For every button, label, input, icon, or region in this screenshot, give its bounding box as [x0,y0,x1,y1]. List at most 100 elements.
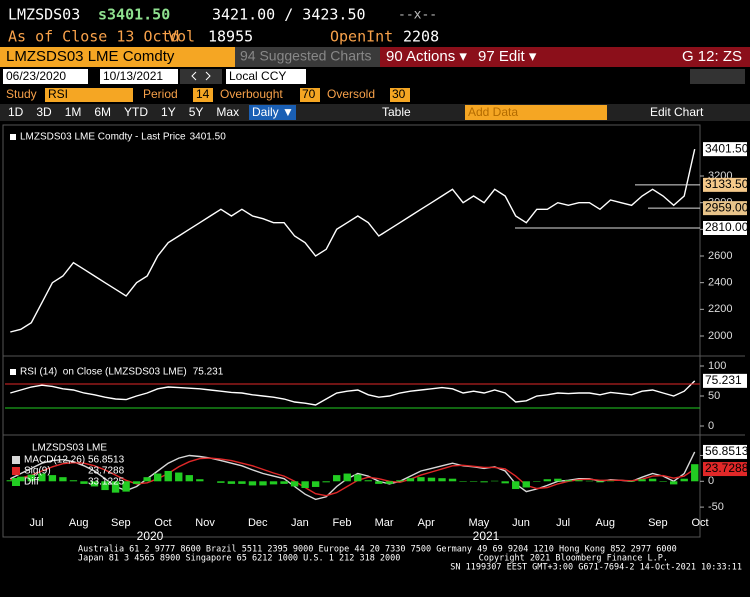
diff-bar [627,481,636,482]
axis-value-box [703,177,747,192]
diff-bar [238,481,246,484]
axis-value-box [703,221,747,235]
diff-bar [385,481,394,484]
footer-line: Japan 81 3 4565 8900 Singapore 65 6212 1… [78,554,400,564]
diff-bar [69,480,78,482]
range-button[interactable]: 6M [94,105,111,119]
menu-bar [380,47,750,67]
diff-bar [438,478,446,482]
diff-bar [501,481,509,484]
security: LMZSDS03 LME Comdty [6,48,175,65]
diff-bar [564,480,573,482]
axis-value-label: 23.7288 [705,461,749,475]
legend-label: Sig(9) [24,466,51,477]
end-date-box[interactable] [100,69,178,84]
legend-swatch [10,134,16,140]
study-box[interactable] [45,88,133,102]
range-button[interactable]: 1M [65,105,82,119]
diff-bar [648,478,657,482]
x-tick-label: Oct [691,517,708,529]
range-button[interactable]: 1Y [161,105,176,119]
legend-label: LMZSDS03 LME Comdty - Last Price [20,132,186,143]
range-button[interactable]: YTD [124,105,148,119]
bid-ask: 3421.00 / 3423.50 [212,6,366,24]
x-tick-label: Jun [512,517,530,529]
axis-value-label: 56.8513 [705,444,749,458]
diff-bar [48,475,57,482]
x-tick-label: Sep [111,517,131,529]
start-date: 06/23/2020 [6,69,66,83]
diff-bar [343,473,351,482]
diff-bar [543,479,551,482]
series-line [10,148,696,333]
start-date-box[interactable] [3,69,88,84]
diff-bar [512,481,520,490]
diff-bar [406,478,415,482]
y-tick-label: 100 [708,360,726,372]
y-tick-label: 2200 [708,303,732,315]
diff-bar [122,481,130,492]
x-tick-label: Jan [291,517,309,529]
range-button[interactable]: 1D [8,105,24,119]
diff-bar [417,477,425,482]
diff-bar [480,481,488,483]
diff-bar [196,479,204,482]
ticker: LMZSDS03 [8,6,80,24]
diff-bar [269,481,278,485]
edit[interactable]: 97 Edit ▾ [478,48,537,65]
last-price: s3401.50 [98,6,170,24]
diff-bar [101,481,109,491]
frequency-box[interactable] [249,105,296,120]
suggested-box[interactable] [235,47,380,67]
chart-frame [2,124,701,538]
x-tick-label: Oct [154,517,171,529]
x-tick-label: Sep [648,517,668,529]
x-tick-label: Nov [195,517,215,529]
axis-value-label: 3401.50 [705,141,749,155]
diff-bar [143,477,151,482]
table-button[interactable]: Table [382,105,411,119]
range-button[interactable]: Max [216,105,239,119]
y-tick-label: 0 [708,420,714,432]
diff-bar [375,481,383,484]
charts: 2000220024002600280030003200LMZSDS03 LME… [5,132,749,529]
diff-bar [90,481,99,487]
range-button[interactable]: 3D [36,105,52,119]
diff-bar [164,470,172,482]
diff-bar [396,480,404,482]
diff-bar [469,481,478,482]
diff-bar [448,478,457,482]
overbought-box[interactable] [300,88,320,102]
diff-bar [575,480,583,482]
diff-bar [154,473,162,482]
add-data-box[interactable] [465,105,607,120]
currency: Local CCY [229,69,286,83]
undo-buttons[interactable] [690,69,745,84]
year-label: 2021 [473,529,500,543]
period-box[interactable] [193,88,213,102]
diff-bar [185,475,193,482]
currency-box[interactable] [226,69,306,84]
edit-chart[interactable]: Edit Chart [650,105,704,119]
nav-buttons[interactable] [180,69,222,84]
range-button[interactable]: 5Y [189,105,204,119]
x-tick-label: Dec [248,517,268,529]
axis-value-label: 3133.50 [705,177,749,191]
x-tick-label: Jul [556,517,570,529]
security-box[interactable] [0,47,235,67]
legend-label: MACD(12,26) [24,455,85,466]
diff-bar [459,481,467,482]
oversold-box[interactable] [390,88,410,102]
study-label: Study [6,87,37,101]
diff-bar [364,480,372,482]
diff-bar [322,481,330,483]
axis-value-label: 2810.00 [705,220,749,234]
y-tick-label: -50 [708,501,724,513]
axis-value-box [703,462,747,477]
axis-value-label: 2959.00 [705,200,749,214]
diff-bar [585,480,594,482]
frequency: Daily ▼ [252,105,294,119]
actions[interactable]: 90 Actions ▾ [386,48,467,65]
diff-bar [17,476,25,482]
